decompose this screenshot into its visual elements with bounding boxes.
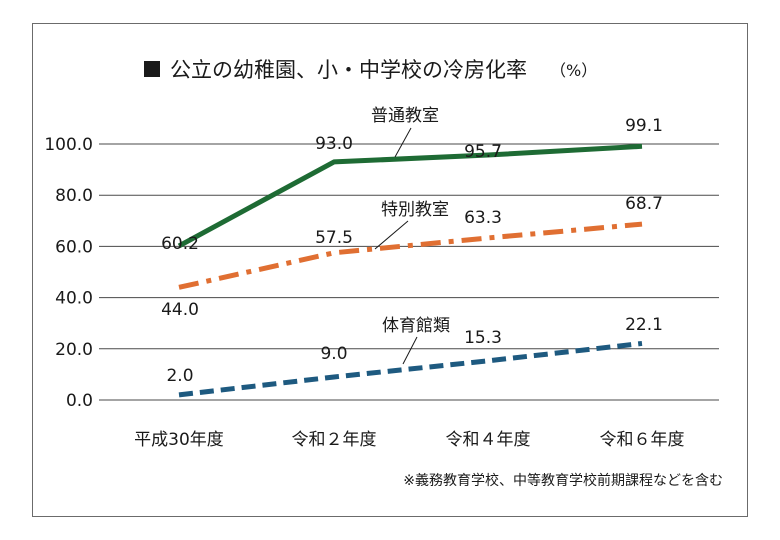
y-tick-label: 0.0 <box>66 391 93 411</box>
chart-title: 公立の幼稚園、小・中学校の冷房化率 <box>170 58 527 82</box>
data-labels: 60.2 93.0 95.7 99.1 44.0 57.5 63.3 68.7 2.0 9.0 15… <box>161 116 663 386</box>
data-label: 2.0 <box>166 366 193 386</box>
special-classroom-line <box>178 221 643 290</box>
x-tick-label: 令和４年度 <box>446 430 531 450</box>
x-axis-ticks: 平成30年度 令和２年度 令和４年度 令和６年度 <box>134 430 684 450</box>
y-tick-label: 100.0 <box>44 135 93 155</box>
data-label: 63.3 <box>464 208 502 228</box>
callout-leader-line <box>374 220 409 250</box>
title-square-icon <box>144 61 160 77</box>
y-tick-label: 40.0 <box>55 289 93 309</box>
data-label: 44.0 <box>161 300 199 320</box>
chart-frame: 公立の幼稚園、小・中学校の冷房化率 （%） 0.0 20.0 40.0 60.0 80.… <box>32 23 748 517</box>
special-classroom-label: 特別教室 <box>381 200 449 220</box>
x-tick-label: 令和２年度 <box>292 430 377 450</box>
gridlines <box>99 143 719 401</box>
data-label: 22.1 <box>625 315 663 335</box>
y-tick-label: 60.0 <box>55 237 93 257</box>
series-lines <box>177 143 643 398</box>
footnote: ※義務教育学校、中等教育学校前期課程などを含む <box>403 472 723 489</box>
callout-leader-line <box>402 336 418 365</box>
chart-unit: （%） <box>550 61 597 80</box>
ordinary-classroom-label: 普通教室 <box>371 106 439 126</box>
ordinary-classroom-line <box>177 143 643 249</box>
x-tick-label: 令和６年度 <box>600 430 685 450</box>
y-tick-label: 20.0 <box>55 340 93 360</box>
data-label: 57.5 <box>315 228 353 248</box>
gymnasium-line <box>178 340 643 398</box>
data-label: 99.1 <box>625 116 663 136</box>
data-label: 60.2 <box>161 234 199 254</box>
data-label: 68.7 <box>625 194 663 214</box>
data-label: 15.3 <box>464 328 502 348</box>
y-tick-label: 80.0 <box>55 186 93 206</box>
callout-leader-line <box>394 127 412 158</box>
data-label: 95.7 <box>464 142 502 162</box>
data-label: 93.0 <box>315 134 353 154</box>
data-label: 9.0 <box>320 344 347 364</box>
y-axis-ticks: 0.0 20.0 40.0 60.0 80.0 100.0 <box>44 135 93 411</box>
x-tick-label: 平成30年度 <box>134 430 224 450</box>
line-chart: 公立の幼稚園、小・中学校の冷房化率 （%） 0.0 20.0 40.0 60.0 80.… <box>44 58 723 489</box>
gymnasium-label: 体育館類 <box>382 316 450 336</box>
